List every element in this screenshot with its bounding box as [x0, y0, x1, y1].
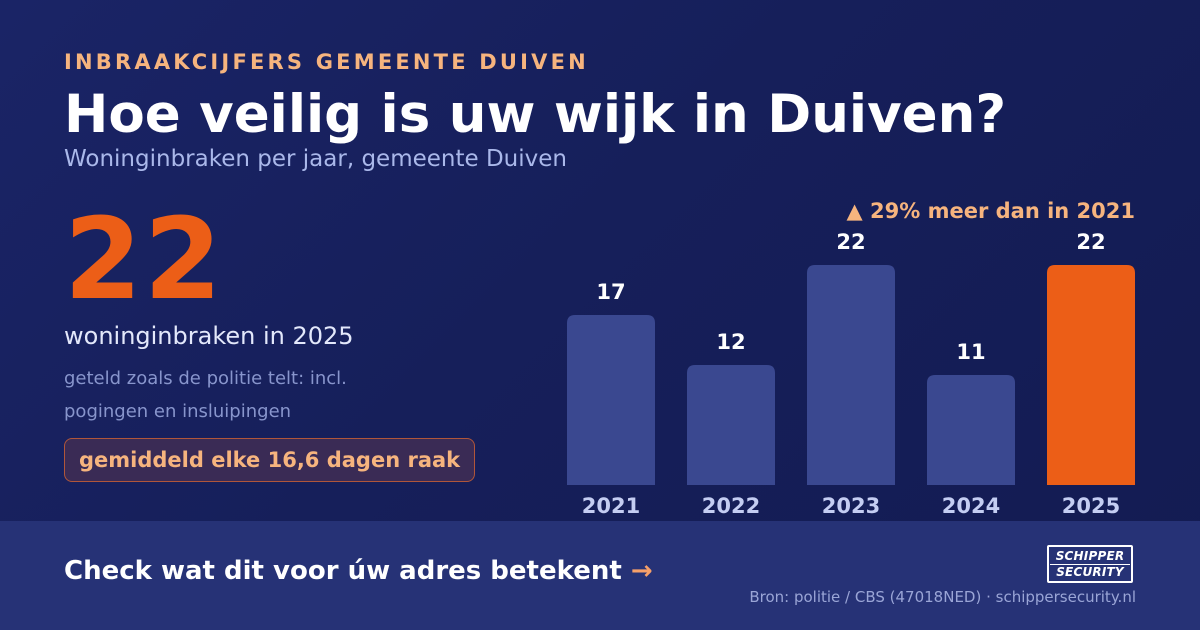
data-label-2023: 22: [836, 230, 865, 254]
tick-label-2021: 2021: [582, 494, 640, 518]
brand-logo: SCHIPPER SECURITY: [1047, 545, 1133, 583]
stat-label: woninginbraken in 2025: [64, 322, 354, 350]
tick-label-2023: 2023: [822, 494, 880, 518]
tick-label-2024: 2024: [942, 494, 1000, 518]
bar-2021: [567, 315, 655, 485]
logo-line1: SCHIPPER: [1055, 548, 1125, 563]
data-label-2024: 11: [956, 340, 985, 364]
bar-2025: [1047, 265, 1135, 485]
arrow-right-icon: →: [630, 556, 653, 586]
frequency-badge: gemiddeld elke 16,6 dagen raak: [64, 438, 476, 482]
tick-label-2025: 2025: [1062, 494, 1120, 518]
cta-link[interactable]: Check wat dit voor úw adres betekent →: [64, 556, 653, 586]
kicker: INBRAAKCIJFERS GEMEENTE DUIVEN: [64, 50, 589, 74]
cta-text: Check wat dit voor úw adres betekent: [64, 556, 622, 586]
logo-line2: SECURITY: [1050, 563, 1130, 580]
stat-note: geteld zoals de politie telt: incl. pogi…: [64, 368, 347, 422]
source-note: Bron: politie / CBS (47018NED) · schippe…: [749, 588, 1136, 606]
page-title: Hoe veilig is uw wijk in Duiven?: [64, 84, 1007, 145]
data-label-2025: 22: [1076, 230, 1105, 254]
bar-2022: [687, 365, 775, 485]
bar-chart: 17 2021 12 2022 22 2023 11 2024 22 2025 ▲ 29% meer…: [567, 199, 1135, 518]
data-label-2022: 12: [716, 330, 745, 354]
footer-bar: [0, 521, 1200, 630]
page-subtitle: Woninginbraken per jaar, gemeente Duiven: [64, 146, 567, 172]
tick-label-2022: 2022: [702, 494, 760, 518]
stat-value: 22: [64, 195, 224, 325]
trend-annotation: ▲ 29% meer dan in 2021: [847, 199, 1135, 223]
data-label-2021: 17: [596, 280, 625, 304]
bar-2024: [927, 375, 1015, 485]
bar-2023: [807, 265, 895, 485]
